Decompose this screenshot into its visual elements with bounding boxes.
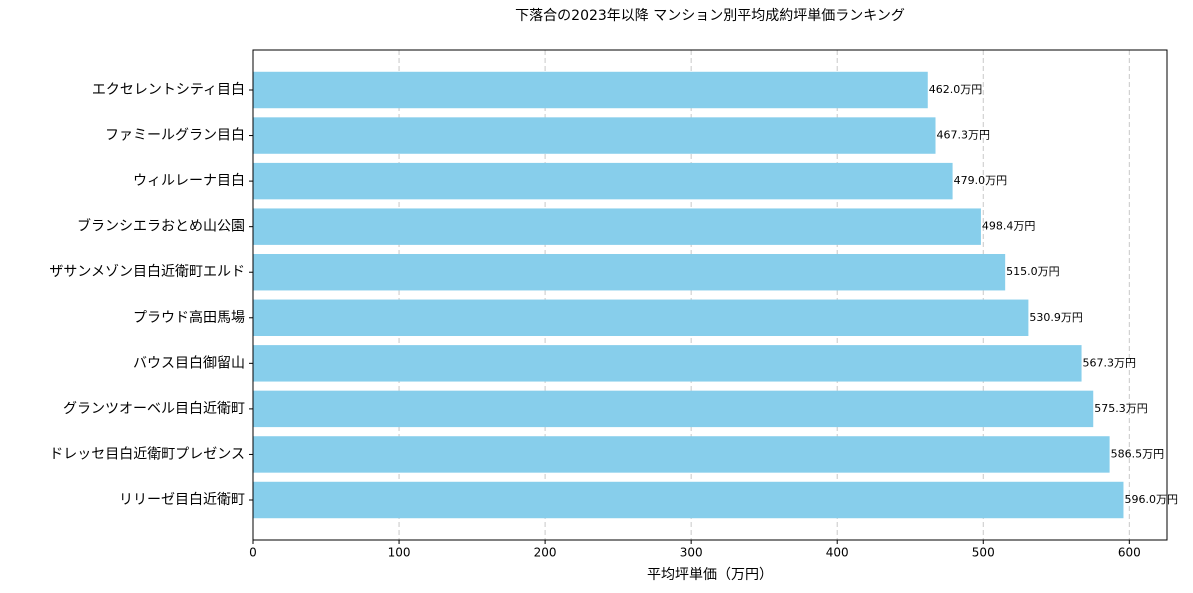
x-tick-label: 300 (680, 546, 703, 560)
bar (253, 299, 1029, 336)
chart-title: 下落合の2023年以降 マンション別平均成約坪単価ランキング (515, 8, 905, 24)
value-label: 596.0万円 (1124, 493, 1178, 506)
bar (253, 71, 928, 109)
y-tick-label: ザサンメゾン目白近衛町エルド (49, 264, 245, 280)
y-tick-label: プラウド高田馬場 (133, 309, 245, 326)
x-tick-label: 100 (388, 546, 411, 560)
x-tick-label: 200 (534, 546, 557, 560)
bar (253, 208, 981, 245)
y-tick-label: グランツオーベル目白近衛町 (63, 401, 245, 417)
x-tick-label: 400 (826, 546, 849, 560)
value-label: 498.4万円 (982, 220, 1036, 233)
value-label: 530.9万円 (1029, 311, 1083, 324)
y-tick-label: ウィルレーナ目白 (133, 173, 245, 189)
x-tick-label: 0 (249, 546, 257, 560)
x-axis-label: 平均坪単価（万円） (647, 567, 773, 583)
y-tick-label: ファミールグラン目白 (105, 128, 245, 144)
value-label: 575.3万円 (1094, 402, 1148, 415)
bar (253, 254, 1006, 291)
plot-frame (252, 49, 1168, 541)
bar (253, 481, 1124, 519)
value-label: 567.3万円 (1083, 356, 1137, 369)
y-tick-label: バウス目白御留山 (133, 355, 245, 371)
value-label: 586.5万円 (1111, 447, 1165, 460)
labels: 0 100 200 300 400 500 600 エクセレントシティ目白 462.0万円ファミ… (49, 82, 1178, 560)
y-tick-label: ドレッセ目白近衛町プレゼンス (49, 446, 245, 462)
bar (253, 436, 1110, 473)
bar (253, 162, 953, 200)
value-label: 462.0万円 (929, 83, 983, 96)
x-tick-label: 500 (972, 546, 995, 560)
bar (253, 345, 1082, 382)
bars (253, 71, 1124, 519)
value-label: 479.0万円 (954, 174, 1008, 187)
bar (253, 390, 1094, 428)
value-label: 515.0万円 (1006, 265, 1060, 278)
y-tick-label: ブランシエラおとめ山公園 (77, 218, 245, 235)
y-tick-label: リリーゼ目白近衛町 (119, 492, 245, 508)
value-label: 467.3万円 (937, 129, 991, 142)
x-tick-label: 600 (1118, 546, 1141, 560)
y-tick-label: エクセレントシティ目白 (92, 82, 245, 98)
bar (253, 117, 936, 154)
